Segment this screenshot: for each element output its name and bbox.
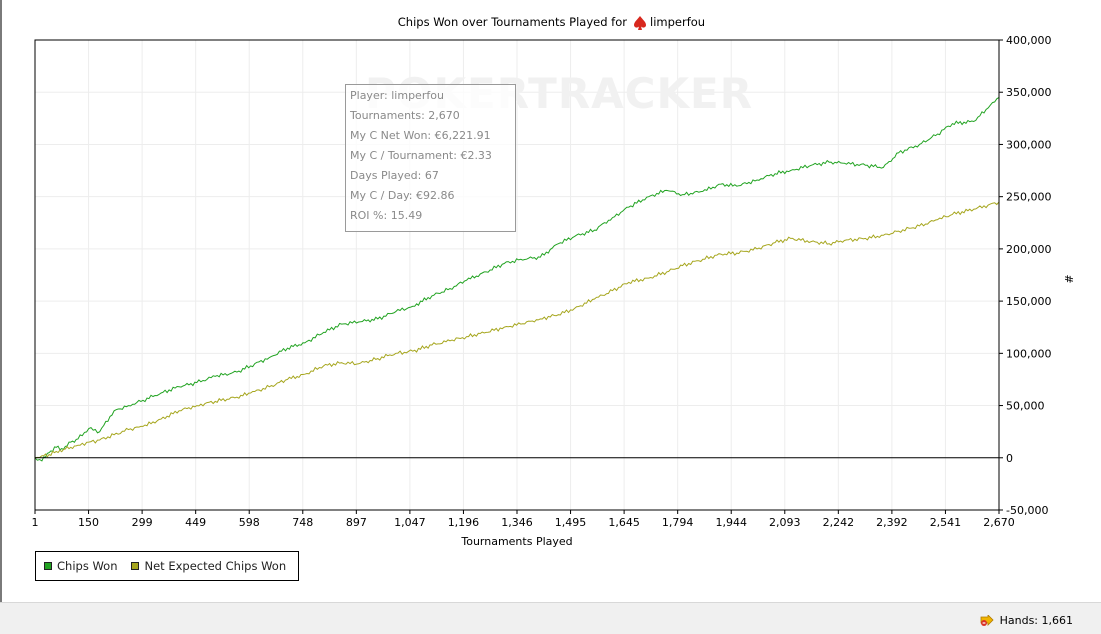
chart-axes: 1 150 299 449 598 748 897 1,047 1,196 1,346 1,495 1… — [32, 34, 1076, 548]
x-tick-label: 897 — [346, 516, 367, 529]
x-axis-label: Tournaments Played — [460, 535, 572, 548]
tooltip-player: Player: limperfou — [350, 89, 444, 102]
chart-legend: Chips Won Net Expected Chips Won — [35, 551, 299, 581]
status-bar: Hands: 1,661 — [0, 602, 1101, 634]
window-left-border — [0, 0, 2, 602]
y-tick-label: 300,000 — [1006, 138, 1052, 151]
chips-won-chart: Chips Won over Tournaments Played for lim… — [32, 15, 1076, 548]
legend-swatch-chips-won — [44, 562, 52, 570]
series-line-net-expected — [34, 201, 1000, 459]
legend-item-net-expected[interactable]: Net Expected Chips Won — [131, 559, 286, 573]
y-tick-label: 250,000 — [1006, 191, 1052, 204]
y-tick-label: -50,000 — [1006, 504, 1048, 517]
y-tick-label: 100,000 — [1006, 347, 1052, 360]
x-tick-label: 2,093 — [769, 516, 801, 529]
series-line-chips-won — [34, 96, 1000, 462]
chart-title-player: limperfou — [650, 15, 705, 29]
x-tick-label: 1,047 — [394, 516, 426, 529]
x-tick-label: 748 — [292, 516, 313, 529]
legend-label-net-expected: Net Expected Chips Won — [144, 559, 287, 573]
stats-tooltip: Player: limperfou Tournaments: 2,670 My … — [345, 84, 516, 232]
y-tick-label: 350,000 — [1006, 86, 1052, 99]
chart-series — [34, 96, 1000, 462]
x-tick-label: 2,670 — [983, 516, 1015, 529]
legend-label-chips-won: Chips Won — [57, 559, 118, 573]
x-tick-label: 2,541 — [930, 516, 962, 529]
x-tick-label: 449 — [185, 516, 206, 529]
x-tick-label: 1 — [32, 516, 39, 529]
y-axis-label: # — [1062, 274, 1075, 283]
spade-shape — [634, 16, 646, 30]
tooltip-per-day: My C / Day: €92.86 — [350, 189, 455, 202]
legend-swatch-net-expected — [131, 562, 140, 570]
x-tick-label: 299 — [132, 516, 153, 529]
y-tick-label: 200,000 — [1006, 243, 1052, 256]
y-tick-label: 150,000 — [1006, 295, 1052, 308]
tooltip-tournaments: Tournaments: 2,670 — [350, 109, 460, 122]
y-tick-label: 0 — [1006, 452, 1013, 465]
spade-icon — [634, 16, 646, 30]
x-tick-label: 1,346 — [501, 516, 533, 529]
x-tick-label: 1,196 — [448, 516, 480, 529]
chart-title: Chips Won over Tournaments Played for — [398, 15, 628, 29]
x-tick-label: 2,242 — [823, 516, 855, 529]
x-tick-label: 150 — [78, 516, 99, 529]
hands-counter[interactable]: Hands: 1,661 — [980, 613, 1073, 627]
x-tick-label: 2,392 — [876, 516, 908, 529]
x-tick-label: 1,944 — [715, 516, 747, 529]
legend-item-chips-won[interactable]: Chips Won — [44, 559, 117, 573]
hands-count-label: Hands: 1,661 — [999, 614, 1073, 627]
x-tick-label: 1,495 — [555, 516, 587, 529]
hands-import-icon — [980, 613, 994, 627]
chart-area: Chips Won over Tournaments Played for lim… — [0, 0, 1076, 602]
tooltip-per-tournament: My C / Tournament: €2.33 — [350, 149, 492, 162]
tooltip-net-won: My C Net Won: €6,221.91 — [350, 129, 491, 142]
chart-title-group: Chips Won over Tournaments Played for lim… — [398, 15, 705, 30]
x-tick-label: 1,645 — [608, 516, 640, 529]
tooltip-roi: ROI %: 15.49 — [350, 209, 423, 222]
x-tick-label: 598 — [239, 516, 260, 529]
tooltip-days-played: Days Played: 67 — [350, 169, 439, 182]
y-tick-label: 400,000 — [1006, 34, 1052, 47]
x-tick-label: 1,794 — [662, 516, 694, 529]
y-tick-label: 50,000 — [1006, 400, 1045, 413]
